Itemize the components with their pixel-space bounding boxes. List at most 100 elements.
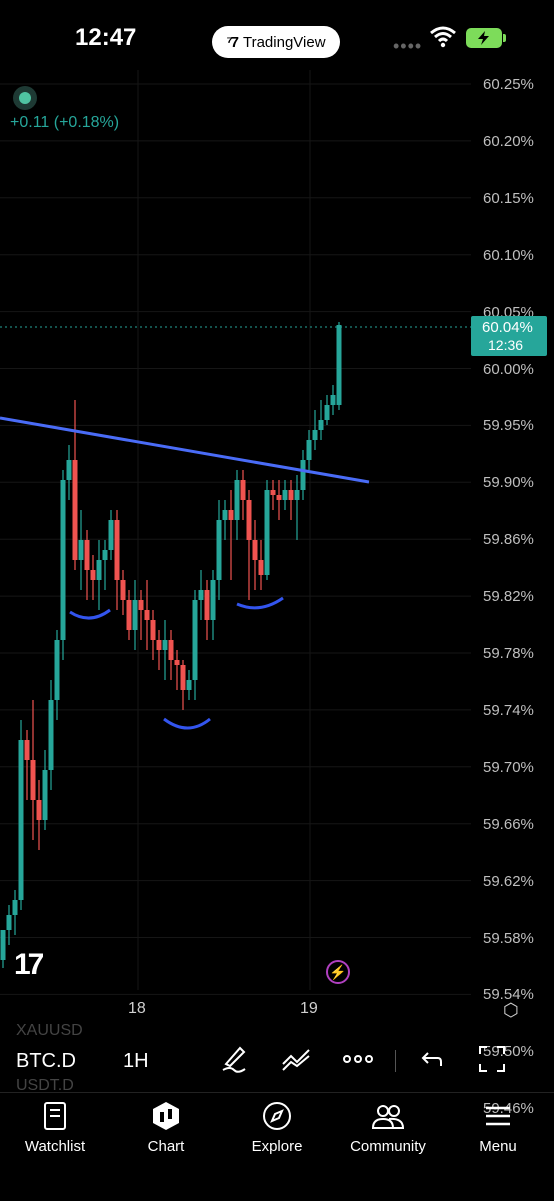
tab-explore-label: Explore	[251, 1138, 303, 1155]
price-axis-label: 60.10%	[483, 246, 534, 264]
candle-body	[132, 600, 138, 630]
last-price-countdown: 12:36	[488, 337, 524, 353]
head-annotation[interactable]	[163, 717, 211, 730]
price-axis-label: 60.15%	[483, 189, 534, 207]
candle-body	[96, 560, 102, 580]
price-axis-label: 60.20%	[483, 132, 534, 150]
bottom-tab-bar	[0, 1092, 554, 1201]
candle-body	[276, 495, 282, 500]
candle-body	[162, 640, 168, 650]
status-clock: 12:47	[75, 24, 137, 51]
price-axis-label: 59.74%	[483, 701, 534, 719]
candle-body	[72, 460, 78, 560]
tab-menu-label: Menu	[479, 1138, 517, 1155]
tradingview-pill-label: TradingView	[242, 33, 326, 51]
battery-tip	[503, 34, 506, 42]
indicators-icon[interactable]	[281, 1044, 311, 1074]
left-shoulder-annotation[interactable]	[69, 608, 111, 620]
status-bar: 12:47 ⁷7 TradingView ••••	[0, 0, 554, 80]
symbol-button[interactable]: BTC.D	[16, 1050, 76, 1072]
price-axis-label: 59.95%	[483, 417, 534, 435]
chart-settings-icon[interactable]: ⬡	[503, 1000, 519, 1020]
candle-body	[0, 930, 6, 960]
candle-body	[6, 915, 12, 930]
candle-body	[216, 520, 222, 580]
trendline[interactable]	[0, 416, 370, 484]
battery-icon	[466, 28, 502, 48]
candle-body	[246, 500, 252, 540]
candle-body	[90, 570, 96, 580]
tab-chart-label: Chart	[147, 1138, 185, 1155]
candle-body	[222, 510, 228, 520]
candle-body	[258, 560, 264, 575]
candle-body	[210, 580, 216, 620]
candle-body	[180, 665, 186, 690]
candle-body	[300, 460, 306, 490]
right-shoulder-annotation[interactable]	[236, 596, 284, 610]
candle-body	[336, 325, 342, 405]
time-label-19: 19	[300, 1000, 318, 1017]
candle-body	[78, 540, 84, 560]
tab-menu[interactable]: Menu	[448, 1100, 548, 1155]
tab-community[interactable]: Community	[338, 1100, 438, 1155]
candle-body	[168, 640, 174, 660]
candle-body	[198, 590, 204, 600]
candle-body	[42, 770, 48, 820]
candle-body	[234, 480, 240, 520]
candle-body	[330, 395, 336, 405]
menu-icon	[486, 1106, 510, 1126]
wifi-icon	[430, 26, 456, 48]
candle-body	[18, 740, 24, 900]
candle-body	[120, 580, 126, 600]
candle-body	[66, 460, 72, 480]
price-change: +0.11 (+0.18%)	[10, 114, 120, 131]
candle-body	[264, 490, 270, 575]
pen-icon[interactable]	[220, 1044, 248, 1074]
candle-body	[24, 740, 30, 760]
price-axis-label: 59.62%	[483, 872, 534, 890]
price-axis-label: 60.25%	[483, 76, 534, 93]
candle-body	[306, 440, 312, 460]
candle-body	[174, 660, 180, 665]
more-icon[interactable]	[343, 1044, 373, 1074]
time-label-18: 18	[128, 1000, 146, 1017]
fullscreen-icon[interactable]	[478, 1044, 506, 1074]
candle-body	[270, 490, 276, 495]
lightning-icon[interactable]: ⚡	[326, 960, 350, 984]
book-icon	[44, 1102, 66, 1130]
candle-body	[318, 420, 324, 430]
interval-button[interactable]: 1H	[123, 1050, 149, 1072]
market-status-dot	[13, 86, 37, 110]
candle-body	[312, 430, 318, 440]
price-axis-label: 59.54%	[483, 986, 534, 1004]
tab-explore[interactable]: Explore	[227, 1100, 327, 1155]
last-price-value: 60.04%	[482, 319, 533, 336]
candle-body	[150, 620, 156, 640]
candle-body	[48, 700, 54, 770]
ghost-symbol-bottom: USDT.D	[16, 1077, 74, 1094]
candle-body	[84, 540, 90, 570]
tab-chart[interactable]: Chart	[116, 1100, 216, 1155]
undo-icon[interactable]	[418, 1044, 444, 1074]
candle-body	[144, 610, 150, 620]
candle-body	[30, 760, 36, 800]
candle-body	[252, 540, 258, 560]
price-axis-label: 60.00%	[483, 360, 534, 378]
price-axis-label: 59.86%	[483, 531, 534, 549]
candlestick-chart[interactable]	[0, 0, 554, 1000]
candle-body	[240, 480, 246, 500]
tradingview-watermark-icon: 17	[14, 948, 44, 981]
people-icon	[371, 1105, 405, 1129]
candle-body	[186, 680, 192, 690]
candle-body	[324, 405, 330, 420]
candle-body	[156, 640, 162, 650]
tab-watchlist-label: Watchlist	[24, 1138, 86, 1155]
tradingview-pill[interactable]: ⁷7 TradingView	[212, 26, 340, 58]
last-price-label: 60.04% 12:36	[471, 316, 547, 356]
candle-body	[126, 600, 132, 630]
chart-icon	[153, 1102, 179, 1130]
price-axis-label: 59.70%	[483, 758, 534, 776]
price-axis-label: 59.66%	[483, 815, 534, 833]
tab-watchlist[interactable]: Watchlist	[5, 1100, 105, 1155]
toolbar-divider	[395, 1050, 396, 1072]
